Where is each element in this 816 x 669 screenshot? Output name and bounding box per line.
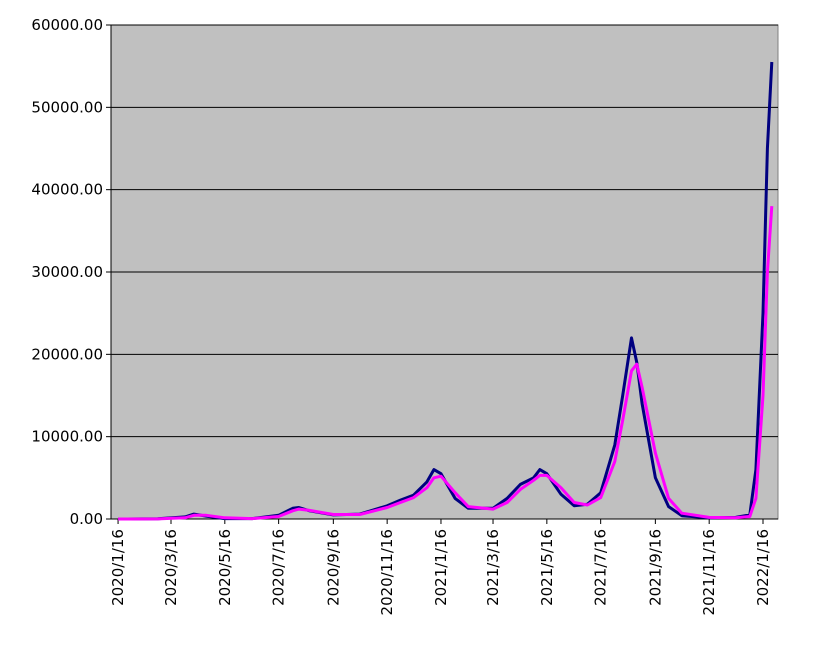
- x-tick-label: 2021/5/16: [538, 529, 556, 606]
- x-tick-label: 2020/11/16: [378, 529, 396, 615]
- x-tick-label: 2021/11/16: [700, 529, 718, 615]
- x-tick-label: 2020/9/16: [324, 529, 342, 606]
- y-tick-label: 10000.00: [31, 428, 103, 446]
- series-line: [118, 61, 774, 521]
- y-tick-label: 60000.00: [31, 16, 103, 34]
- x-tick-label: 2021/3/16: [484, 529, 502, 606]
- series-line: [118, 206, 774, 521]
- x-tick-label: 2020/5/16: [216, 529, 234, 606]
- x-tick-label: 2021/9/16: [646, 529, 664, 606]
- x-tick-label: 2022/1/16: [754, 529, 772, 606]
- x-tick-label: 2020/7/16: [270, 529, 288, 606]
- y-tick-label: 20000.00: [31, 345, 103, 363]
- y-tick-label: 50000.00: [31, 98, 103, 116]
- x-tick-label: 2021/7/16: [592, 529, 610, 606]
- y-tick-label: 40000.00: [31, 181, 103, 199]
- x-tick-label: 2020/1/16: [109, 529, 127, 606]
- x-tick-label: 2020/3/16: [162, 529, 180, 606]
- x-tick-label: 2021/1/16: [432, 529, 450, 606]
- y-tick-label: 0.00: [70, 510, 103, 528]
- y-tick-label: 30000.00: [31, 263, 103, 281]
